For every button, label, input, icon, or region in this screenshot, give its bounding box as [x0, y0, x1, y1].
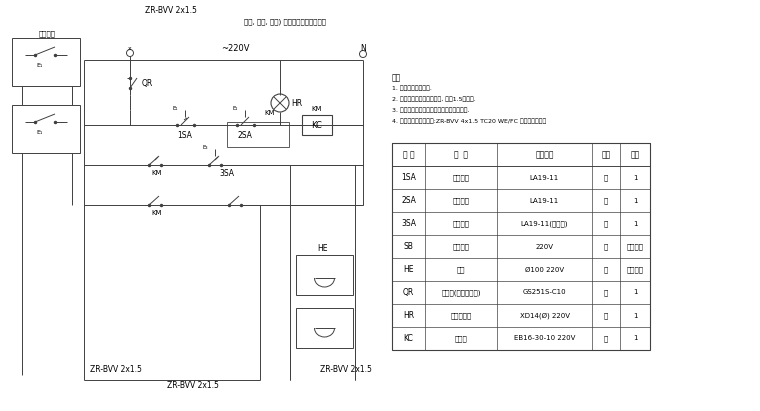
- Text: 个: 个: [604, 243, 608, 250]
- Text: 1. 增加火灾温警收生.: 1. 增加火灾温警收生.: [392, 85, 432, 91]
- Bar: [296, 255, 353, 295]
- Text: E₁: E₁: [36, 62, 43, 67]
- Text: 1: 1: [633, 312, 637, 319]
- Text: HR: HR: [291, 99, 302, 108]
- Text: 警铃: 警铃: [457, 266, 465, 273]
- Text: E₁: E₁: [173, 106, 178, 111]
- Text: 型号规格: 型号规格: [535, 150, 554, 159]
- Text: 3. 水泵控制及警铃合器个灭大拔办各组一个.: 3. 水泵控制及警铃合器个灭大拔办各组一个.: [392, 107, 470, 113]
- Text: 1: 1: [633, 335, 637, 342]
- Bar: [302, 115, 332, 135]
- Text: 断路器(带漏电保护): 断路器(带漏电保护): [442, 289, 481, 296]
- Text: ZR-BVV 2x1.5: ZR-BVV 2x1.5: [90, 365, 142, 374]
- Text: 单位: 单位: [601, 150, 610, 159]
- Text: 3SA: 3SA: [401, 219, 416, 228]
- Text: 1SA: 1SA: [401, 173, 416, 182]
- Text: QR: QR: [403, 288, 414, 297]
- Text: 停止按钮: 停止按钮: [452, 174, 470, 181]
- Bar: [296, 308, 353, 348]
- Bar: [12, 105, 80, 153]
- Text: 个: 个: [604, 335, 608, 342]
- Text: 3SA: 3SA: [219, 169, 234, 178]
- Text: 220V: 220V: [536, 243, 553, 249]
- Text: N: N: [360, 44, 366, 53]
- Text: 消音按钮: 消音按钮: [452, 220, 470, 227]
- Text: 1: 1: [633, 175, 637, 180]
- Text: HE: HE: [404, 265, 413, 274]
- Text: 接触器: 接触器: [454, 335, 467, 342]
- Text: 1: 1: [633, 220, 637, 226]
- Text: HE: HE: [317, 243, 328, 252]
- Text: x: x: [128, 46, 132, 51]
- Text: E₁: E₁: [36, 129, 43, 134]
- Text: 1SA: 1SA: [178, 131, 192, 139]
- Text: 个: 个: [604, 312, 608, 319]
- Bar: [227, 122, 289, 147]
- Text: 2SA: 2SA: [401, 196, 416, 205]
- Text: ZR-BVV 2x1.5: ZR-BVV 2x1.5: [145, 5, 197, 14]
- Text: 数量: 数量: [630, 150, 640, 159]
- Text: LA19-11: LA19-11: [530, 175, 559, 180]
- Text: 说明: 说明: [392, 74, 401, 83]
- Text: 电源指示灯: 电源指示灯: [451, 312, 472, 319]
- Text: SB: SB: [404, 242, 413, 251]
- Text: 4. 警铃及被控面能线路:ZR-BVV 4x1.5 TC20 WE/FC 市道就近管敷。: 4. 警铃及被控面能线路:ZR-BVV 4x1.5 TC20 WE/FC 市道就…: [392, 118, 546, 124]
- Text: KM: KM: [312, 106, 322, 112]
- Text: GS251S-C10: GS251S-C10: [523, 289, 566, 296]
- Text: KM: KM: [264, 110, 275, 116]
- Text: E₃: E₃: [202, 145, 208, 150]
- Text: 同消火箱: 同消火箱: [626, 243, 644, 250]
- Text: 符 号: 符 号: [403, 150, 414, 159]
- Text: ZR-BVV 2x1.5: ZR-BVV 2x1.5: [167, 381, 219, 390]
- Text: 1: 1: [633, 198, 637, 203]
- Text: 启动按钮: 启动按钮: [452, 197, 470, 204]
- Text: 2SA: 2SA: [238, 131, 252, 139]
- Text: 个: 个: [604, 174, 608, 181]
- Text: ~220V: ~220V: [220, 44, 249, 53]
- Text: 个: 个: [604, 289, 608, 296]
- Text: 个: 个: [604, 220, 608, 227]
- Text: LA19-11(带概率): LA19-11(带概率): [521, 220, 568, 227]
- Text: HR: HR: [403, 311, 414, 320]
- Text: 被测按钮: 被测按钮: [452, 243, 470, 250]
- Bar: [392, 143, 650, 350]
- Text: KM: KM: [151, 210, 161, 216]
- Text: Ø100 220V: Ø100 220V: [525, 266, 564, 272]
- Text: KC: KC: [312, 120, 322, 129]
- Text: EB16-30-10 220V: EB16-30-10 220V: [514, 335, 575, 342]
- Text: KM: KM: [151, 170, 161, 176]
- Bar: [12, 38, 80, 86]
- Text: 等门, 前流, 模组) 信号灯及类插门上安装: 等门, 前流, 模组) 信号灯及类插门上安装: [244, 18, 326, 25]
- Text: E₂: E₂: [233, 106, 238, 111]
- Text: ZR-BVV 2x1.5: ZR-BVV 2x1.5: [320, 365, 372, 374]
- Text: 被测装置: 被测装置: [39, 31, 55, 37]
- Text: XD14(Ø) 220V: XD14(Ø) 220V: [520, 312, 569, 319]
- Text: LA19-11: LA19-11: [530, 198, 559, 203]
- Text: 名  称: 名 称: [454, 150, 468, 159]
- Text: QR: QR: [142, 79, 154, 88]
- Text: 个: 个: [604, 266, 608, 273]
- Text: 2. 控制箱要在水泵控制箱旁, 距离1.5米刚度.: 2. 控制箱要在水泵控制箱旁, 距离1.5米刚度.: [392, 96, 476, 102]
- Bar: [392, 143, 650, 166]
- Text: 1: 1: [633, 289, 637, 296]
- Text: KC: KC: [404, 334, 413, 343]
- Text: 同消火箱: 同消火箱: [626, 266, 644, 273]
- Text: 个: 个: [604, 197, 608, 204]
